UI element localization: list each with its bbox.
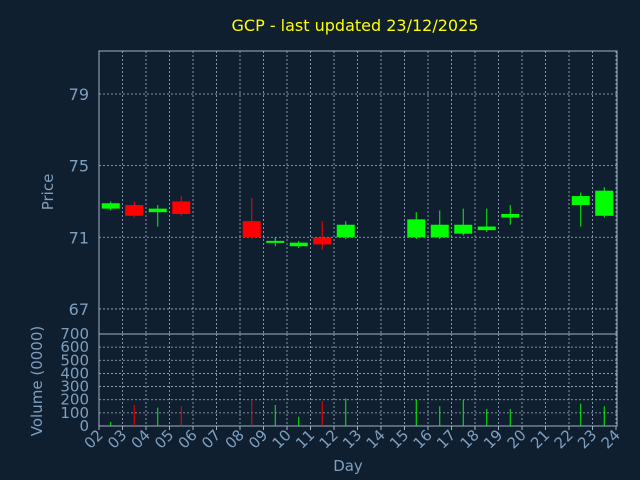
candle-body	[289, 242, 308, 247]
price-grid	[99, 51, 617, 334]
candle-body	[242, 221, 261, 238]
candle-body	[172, 201, 191, 214]
candle-body	[571, 196, 590, 206]
candle-09	[266, 237, 285, 247]
candle-body	[336, 224, 355, 238]
chart-title: GCP - last updated 23/12/2025	[232, 16, 479, 35]
candle-03	[125, 201, 144, 218]
volume-axis-label: Volume (0000)	[28, 326, 46, 436]
price-tick-label: 75	[69, 157, 89, 176]
candle-body	[313, 237, 332, 245]
volume-tick-label: 700	[60, 325, 89, 343]
price-axis-label: Price	[39, 174, 57, 211]
volume-tick-label: 100	[60, 404, 89, 422]
candle-05	[172, 196, 191, 216]
x-tick-labels: 0203040506070809101112131415161718192021…	[81, 426, 624, 452]
volume-tick-label: 400	[60, 364, 89, 382]
candle-08	[242, 197, 261, 240]
candle-body	[125, 205, 144, 216]
candle-body	[501, 213, 520, 218]
volume-tick-label: 0	[79, 417, 89, 435]
candle-body	[148, 208, 167, 213]
volume-tick-label: 500	[60, 351, 89, 369]
volume-bars	[110, 398, 605, 426]
price-panel: 67 71 75 79 Price	[39, 50, 618, 335]
candle-body	[430, 224, 449, 238]
candle-17	[454, 208, 473, 236]
volume-tick-label: 600	[60, 338, 89, 356]
candle-body	[407, 219, 426, 238]
candle-22	[571, 192, 590, 227]
x-axis-label: Day	[333, 457, 363, 475]
candle-body	[595, 190, 614, 216]
candle-body	[454, 224, 473, 234]
candle-18	[477, 208, 496, 232]
candle-body	[477, 226, 496, 231]
price-tick-label: 71	[69, 228, 89, 247]
candle-16	[430, 210, 449, 240]
candle-19	[501, 205, 520, 225]
price-tick-label: 67	[69, 300, 89, 319]
candle-10	[289, 240, 308, 249]
candle-12	[336, 221, 355, 240]
price-tick-labels: 67 71 75 79	[69, 85, 89, 319]
volume-tick-label: 200	[60, 391, 89, 409]
candle-11	[313, 221, 332, 250]
candle-04	[148, 205, 167, 227]
candle-body	[101, 203, 120, 209]
volume-tick-label: 300	[60, 378, 89, 396]
candle-15	[407, 212, 426, 240]
price-tick-label: 79	[69, 85, 89, 104]
candles	[101, 187, 614, 250]
candle-23	[595, 187, 614, 218]
candle-02	[101, 201, 120, 211]
candle-body	[266, 240, 285, 243]
volume-grid	[99, 334, 617, 426]
